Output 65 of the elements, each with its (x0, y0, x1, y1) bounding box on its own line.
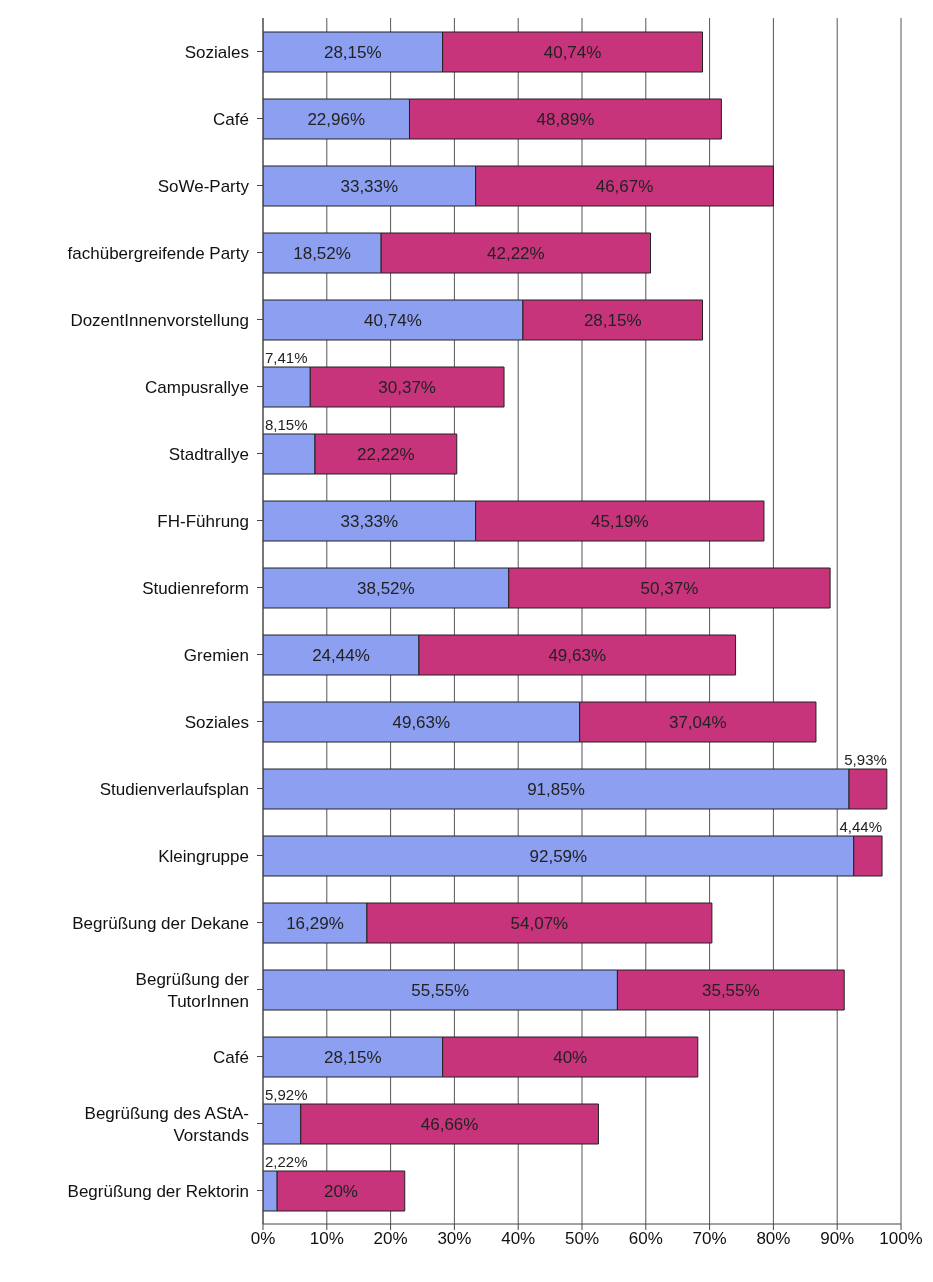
data-label: 42,22% (487, 243, 545, 263)
data-label: 55,55% (411, 980, 470, 1000)
y-tick-label: Campusrallye (145, 377, 249, 396)
x-tick-label: 50% (564, 1229, 600, 1249)
data-label: 46,67% (595, 176, 654, 196)
x-tick-label: 70% (692, 1229, 727, 1249)
data-label: 92,59% (529, 846, 588, 866)
y-tick-label: fachübergreifende Party (67, 243, 250, 262)
data-label: 38,52% (357, 578, 415, 598)
y-tick-label: Soziales (184, 712, 249, 731)
y-tick-label: Soziales (184, 42, 249, 61)
data-label: 33,33% (340, 176, 399, 196)
y-tick-label: FH-Führung (157, 511, 249, 530)
data-label: 5,93% (844, 750, 887, 768)
y-tick-label: DozentInnenvorstellung (70, 310, 249, 329)
data-label: 35,55% (701, 980, 760, 1000)
data-label: 28,15% (323, 1047, 382, 1067)
x-tick-label: 20% (373, 1229, 408, 1249)
data-label: 33,33% (340, 511, 399, 531)
data-label: 46,66% (420, 1114, 479, 1134)
data-label: 2,22% (265, 1152, 308, 1170)
data-label: 49,63% (392, 712, 451, 732)
x-tick-label: 0% (250, 1229, 276, 1249)
data-label: 18,52% (293, 243, 351, 263)
y-tick-label: Studienreform (142, 578, 249, 597)
data-label: 50,37% (640, 578, 699, 598)
y-tick-label: Begrüßung der Rektorin (67, 1181, 249, 1200)
data-label: 24,44% (312, 645, 370, 665)
data-label: 20% (323, 1181, 358, 1201)
y-tick-label: Begrüßung der TutorInnen (135, 969, 250, 1010)
x-tick-label: 60% (628, 1229, 663, 1249)
y-tick-label: Café (213, 109, 249, 128)
data-label: 8,15% (265, 415, 308, 433)
data-label: 7,41% (265, 348, 308, 366)
x-tick-label: 80% (756, 1229, 791, 1249)
data-label: 40% (553, 1047, 588, 1067)
y-tick-label: Begrüßung der Dekane (72, 913, 249, 932)
data-label: 5,92% (265, 1085, 308, 1103)
y-tick-label: Studienverlaufsplan (99, 779, 249, 798)
data-label: 40,74% (364, 310, 422, 330)
y-tick-label: Kleingruppe (158, 846, 249, 865)
data-label: 22,22% (357, 444, 415, 464)
data-label: 16,29% (286, 913, 344, 933)
data-label: 54,07% (510, 913, 569, 933)
data-label: 30,37% (378, 377, 436, 397)
data-label: 45,19% (590, 511, 649, 531)
x-tick-label: 40% (501, 1229, 536, 1249)
data-label: 28,15% (583, 310, 642, 330)
x-tick-label: 100% (879, 1229, 923, 1249)
data-label: 40,74% (543, 42, 602, 62)
data-label: 48,89% (536, 109, 595, 129)
x-tick-label: 10% (309, 1229, 344, 1249)
y-tick-label: Gremien (183, 645, 249, 664)
data-label: 91,85% (527, 779, 585, 799)
y-tick-label: SoWe-Party (157, 176, 250, 195)
data-label: 4,44% (839, 817, 883, 835)
data-label: 49,63% (548, 645, 607, 665)
y-tick-label: Begrüßung des AStA-Vorstands (84, 1103, 249, 1144)
x-tick-label: 30% (437, 1229, 472, 1249)
y-tick-label: Café (213, 1047, 249, 1066)
data-label: 28,15% (323, 42, 382, 62)
x-tick-label: 90% (820, 1229, 855, 1249)
y-tick-label: Stadtrallye (168, 444, 249, 463)
data-label: 37,04% (668, 712, 727, 732)
data-label: 22,96% (307, 109, 366, 129)
